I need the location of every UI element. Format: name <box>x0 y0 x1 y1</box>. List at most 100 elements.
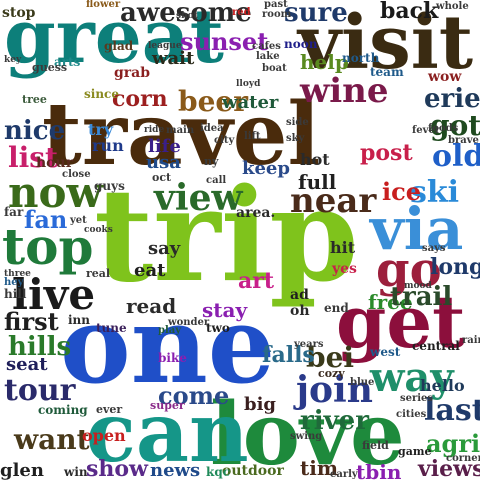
word-game: game <box>398 445 432 458</box>
word-inn: inn <box>68 313 91 327</box>
word-love: love <box>210 384 405 485</box>
word-sky: sky <box>286 133 305 144</box>
word-lift: lift <box>244 131 261 142</box>
word-get: get <box>336 279 466 364</box>
word-city: city <box>214 135 235 146</box>
word-way: way <box>370 354 454 401</box>
word-glen: glen <box>0 460 44 481</box>
word-free: free <box>368 290 413 314</box>
word-long: long <box>430 254 480 280</box>
word-early: early <box>330 469 358 480</box>
word-tune: tune <box>96 321 127 335</box>
word-ny: ny <box>204 155 219 168</box>
word-hit: hit <box>330 238 356 257</box>
word-league: league <box>148 41 182 51</box>
word-cooks: cooks <box>84 225 113 235</box>
word-guys: guys <box>94 179 125 193</box>
word-corn: corn <box>112 86 168 112</box>
word-far: far <box>4 205 24 219</box>
word-arts: arts <box>54 55 81 69</box>
word-years: years <box>294 339 324 350</box>
word-wonder: wonder <box>168 317 210 328</box>
word-two: two <box>206 321 230 335</box>
word-boat: boat <box>262 63 287 74</box>
word-ad: ad <box>290 287 309 303</box>
word-series: series <box>400 393 434 404</box>
word-live: live <box>12 270 96 319</box>
word-cozy: cozy <box>318 367 345 380</box>
word-news: news <box>150 460 201 481</box>
word-views: views <box>418 456 480 482</box>
word-art: art <box>238 268 275 294</box>
word-hour: hour <box>36 155 74 171</box>
word-wait: wait <box>152 48 195 69</box>
word-hot: hot <box>300 150 330 169</box>
word-one: one <box>60 282 276 407</box>
word-yet: yet <box>70 215 87 226</box>
word-key: key <box>4 55 22 65</box>
word-agri: agri <box>426 429 480 458</box>
word-great: great <box>4 0 224 80</box>
word-erie: erie <box>424 84 480 114</box>
word-area: area. <box>236 205 276 221</box>
word-oh: oh <box>290 303 310 319</box>
word-join: join <box>296 369 373 411</box>
word-top: top <box>2 217 94 276</box>
word-life: life <box>148 136 181 157</box>
word-close: close <box>62 169 91 180</box>
word-ski: ski <box>410 175 460 210</box>
word-sunset: sunset <box>180 27 269 56</box>
word-guess: guess <box>32 61 68 74</box>
word-now: now <box>8 168 103 217</box>
word-oct: oct <box>152 171 172 184</box>
word-tim: tim <box>300 456 338 480</box>
word-got: got <box>430 109 480 142</box>
word-stay: stay <box>202 298 248 322</box>
word-play: play <box>158 325 182 336</box>
word-first: first <box>4 307 59 336</box>
word-whole: whole <box>436 1 469 12</box>
word-flower: flower <box>86 0 121 10</box>
word-go: go <box>376 242 442 298</box>
word-keep: keep <box>242 158 290 179</box>
word-full: full <box>298 170 337 194</box>
word-north: north <box>342 51 380 65</box>
word-call: call <box>206 175 227 186</box>
word-via: via <box>370 195 464 263</box>
word-cities: cities <box>396 409 427 420</box>
word-hello: hello <box>420 376 465 395</box>
word-old: old <box>432 139 480 174</box>
word-red: red <box>232 7 251 18</box>
word-awesome: awesome <box>120 0 252 28</box>
word-idea: idea <box>200 123 224 134</box>
word-end: end <box>324 301 349 315</box>
word-room: room <box>262 9 292 20</box>
word-hills: hills <box>8 332 72 362</box>
word-want: want <box>14 423 90 456</box>
word-super: super <box>150 399 185 412</box>
word-kqc: kqc <box>206 465 231 479</box>
word-ice: ice <box>382 177 421 206</box>
word-seat: seat <box>6 354 48 375</box>
word-usa: usa <box>146 152 181 173</box>
word-post: post <box>360 140 413 166</box>
word-team: team <box>370 65 404 79</box>
word-ever: ever <box>96 403 123 416</box>
word-main: main <box>166 125 195 136</box>
word-lloyd: lloyd <box>236 79 261 89</box>
word-brave: brave <box>448 135 479 146</box>
word-yes: yes <box>332 261 357 277</box>
word-near: near <box>290 181 377 221</box>
word-sure: sure <box>284 0 348 28</box>
word-fan: fan <box>24 205 68 234</box>
word-hey: hey <box>4 277 24 288</box>
word-water: water <box>222 92 279 113</box>
word-grab: grab <box>114 65 151 81</box>
word-foods: foods <box>428 123 459 134</box>
word-west: west <box>370 345 401 359</box>
word-tour: tour <box>4 373 76 408</box>
word-rainy: rainy <box>462 335 480 346</box>
word-hill: hill <box>4 287 27 301</box>
word-swing: swing <box>290 431 323 442</box>
word-noon: noon <box>284 37 318 51</box>
